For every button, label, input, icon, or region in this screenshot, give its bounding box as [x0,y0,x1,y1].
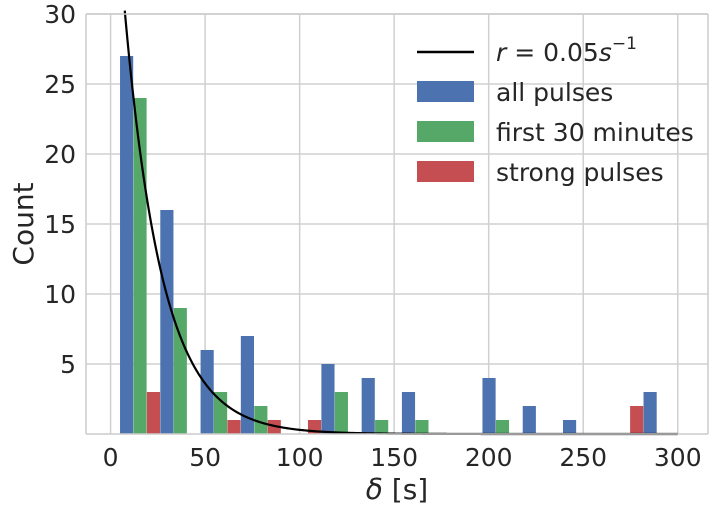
x-tick-labels: 0 50 100 150 200 250 300 [103,443,702,472]
bar [401,392,416,434]
bar [482,378,496,434]
grid-lines [86,13,708,434]
x-tick-label: 50 [189,443,221,472]
y-tick-label: 20 [44,140,76,169]
y-tick-label: 15 [44,210,76,239]
x-axis-label: δ [s] [366,473,428,506]
bar [562,420,577,434]
bar [213,392,228,434]
legend-label: first 30 minutes [496,118,694,147]
bar [334,392,348,434]
x-tick-label: 100 [276,443,324,472]
y-axis-label: Count [7,182,40,265]
bar [240,336,254,434]
legend: r = 0.05s−1 all pulses first 30 minutes str… [417,34,694,187]
bar [254,406,268,434]
bar [415,420,429,434]
x-tick-label: 200 [465,443,513,472]
y-tick-label: 25 [44,70,76,99]
bar [495,420,510,434]
legend-swatch [417,161,474,182]
y-tick-label: 10 [44,280,76,309]
legend-label-fit: r = 0.05s−1 [496,34,637,67]
bar [120,56,134,434]
bar [173,308,187,434]
bar [630,406,644,434]
x-tick-label: 150 [370,443,418,472]
x-tick-label: 300 [654,443,702,472]
bar [522,406,536,434]
y-tick-labels: 5 10 15 20 25 30 [44,0,76,379]
axis-spines [85,13,709,435]
legend-swatch [417,81,474,102]
plot-area [85,10,709,436]
bar [375,420,389,434]
bar [200,350,214,434]
bar [227,420,241,434]
y-tick-label: 5 [60,350,76,379]
bar [643,392,657,434]
bar [361,378,375,434]
x-tick-label: 0 [103,443,119,472]
bars [120,56,657,434]
bar [321,364,335,434]
legend-label: strong pulses [496,158,664,187]
legend-label: all pulses [496,78,613,107]
legend-swatch [417,121,474,142]
x-tick-label: 250 [559,443,607,472]
bar [160,210,174,434]
bar [146,392,161,434]
y-tick-label: 30 [44,0,76,29]
